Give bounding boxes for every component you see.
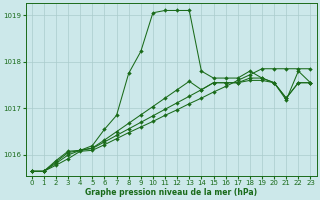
X-axis label: Graphe pression niveau de la mer (hPa): Graphe pression niveau de la mer (hPa) (85, 188, 257, 197)
